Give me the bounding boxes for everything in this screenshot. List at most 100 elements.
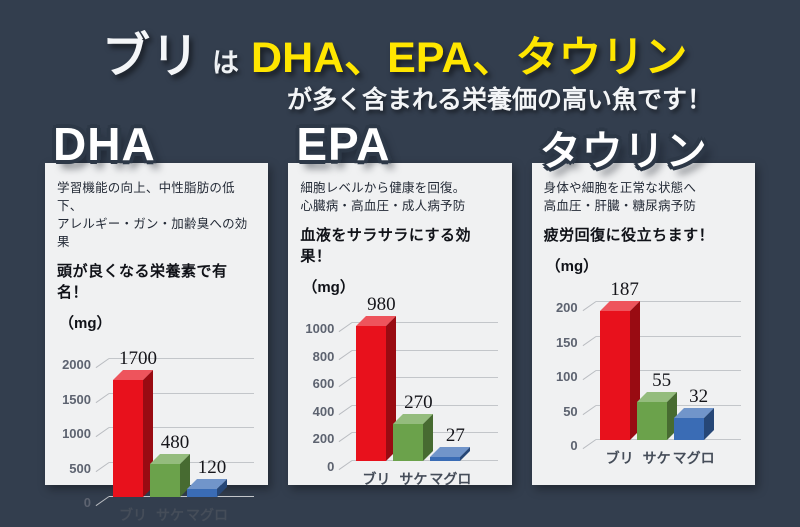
category-label: サケ xyxy=(156,507,184,523)
panel-taurine-tagline: 疲労回復に役立ちます！ xyxy=(543,227,715,244)
description-line: 心臓病・高血圧・成人病予防 xyxy=(300,199,466,213)
description-line: アレルギー・ガン・加齢臭への効果 xyxy=(57,217,248,249)
gridline xyxy=(595,370,741,371)
y-axis-label: 50 xyxy=(563,403,578,419)
value-label: 120 xyxy=(197,456,227,478)
panel-epa: EPA 細胞レベルから健康を回復。 心臓病・高血圧・成人病予防 血液をサラサラに… xyxy=(288,118,512,487)
title-nutrients: DHA、EPA、タウリン xyxy=(251,34,688,82)
category-label: ブリ xyxy=(605,450,634,466)
y-axis-label: 1500 xyxy=(62,391,91,407)
category-label: マグロ xyxy=(429,471,472,487)
gridline xyxy=(109,427,255,428)
y-axis-label: 500 xyxy=(69,460,91,476)
axis-tick xyxy=(338,322,353,333)
description-line: 細胞レベルから健康を回復。 xyxy=(300,181,466,195)
axis-tick xyxy=(338,404,353,415)
axis-tick xyxy=(338,349,353,360)
panel-taurine-heading: タウリン xyxy=(539,128,708,174)
value-label: 187 xyxy=(610,278,639,300)
axis-tick xyxy=(95,461,110,472)
axis-tick xyxy=(338,432,353,443)
y-axis-label: 1000 xyxy=(62,426,91,441)
value-label: 480 xyxy=(160,431,190,453)
panels-row: DHA 学習機能の向上、中性脂肪の低下、 アレルギー・ガン・加齢臭への効果 頭が… xyxy=(45,118,755,523)
gridline xyxy=(109,392,255,394)
panel-taurine-description: 身体や細胞を正常な状態へ 高血圧・肝臓・糖尿病予防 xyxy=(544,179,743,215)
y-axis-label: 400 xyxy=(312,403,335,419)
value-label: 1700 xyxy=(119,347,157,369)
bar xyxy=(113,379,143,497)
panel-epa-heading: EPA xyxy=(296,118,391,170)
category-label: ブリ xyxy=(119,507,147,523)
bar xyxy=(150,463,180,497)
gridline xyxy=(352,404,498,406)
gridline xyxy=(595,335,741,337)
y-axis-label: 100 xyxy=(555,369,578,384)
panel-dha: DHA 学習機能の向上、中性脂肪の低下、 アレルギー・ガン・加齢臭への効果 頭が… xyxy=(45,118,269,523)
value-label: 980 xyxy=(367,293,396,315)
panel-taurine: タウリン 身体や細胞を正常な状態へ 高血圧・肝臓・糖尿病予防 疲労回復に役立ちま… xyxy=(531,128,755,485)
unit-label: （mg） xyxy=(545,258,599,275)
panel-epa-description: 細胞レベルから健康を回復。 心臓病・高血圧・成人病予防 xyxy=(300,179,499,215)
infographic-stage: ブリ は DHA、EPA、タウリン が多く含まれる栄養価の高い魚です！ DHA … xyxy=(0,0,800,496)
y-axis-label: 0 xyxy=(327,459,335,474)
bar xyxy=(356,325,387,461)
panel-dha-heading: DHA xyxy=(53,118,156,170)
axis-tick xyxy=(95,358,110,369)
axis-tick xyxy=(582,301,596,312)
description-line: 身体や細胞を正常な状態へ xyxy=(543,181,697,195)
y-axis-label: 200 xyxy=(555,300,578,315)
y-axis-label: 0 xyxy=(570,438,578,453)
unit-label: （mg） xyxy=(302,279,355,296)
panel-dha-tagline: 頭が良くなる栄養素で有名！ xyxy=(57,263,228,301)
title-subject: ブリ xyxy=(102,30,201,83)
axis-tick xyxy=(338,377,353,388)
taurine-bar-chart: 0 50 100 150 200 187 ブリ 55 サケ 32 マグロ xyxy=(544,276,743,470)
title-line-1: ブリ は DHA、EPA、タウリン xyxy=(102,16,687,86)
value-label: 32 xyxy=(689,385,709,407)
description-line: 高血圧・肝臓・糖尿病予防 xyxy=(543,199,697,213)
y-axis-label: 600 xyxy=(312,376,335,392)
category-label: マグロ xyxy=(672,450,715,466)
bar xyxy=(636,402,667,440)
title-subtitle: が多く含まれる栄養価の高い魚です！ xyxy=(287,87,713,114)
title-particle: は xyxy=(212,48,240,78)
y-axis-label: 150 xyxy=(555,334,578,350)
axis-tick xyxy=(582,404,596,415)
category-label: マグロ xyxy=(186,507,228,523)
y-axis-label: 0 xyxy=(83,495,91,510)
y-axis-label: 800 xyxy=(312,348,335,364)
description-line: 学習機能の向上、中性脂肪の低下、 xyxy=(57,181,235,213)
axis-tick xyxy=(95,496,110,507)
epa-bar-chart: 0 200 400 600 800 1000 980 ブリ 270 サケ 27 マグロ xyxy=(300,293,499,491)
value-label: 270 xyxy=(404,391,433,413)
axis-tick xyxy=(582,370,596,381)
category-label: サケ xyxy=(642,450,671,466)
panel-epa-tagline: 血液をサラサラにする効果！ xyxy=(300,227,471,265)
bar xyxy=(599,310,630,440)
gridline xyxy=(109,358,255,359)
bar xyxy=(393,423,424,461)
bar xyxy=(187,488,217,497)
category-label: サケ xyxy=(399,471,428,487)
axis-tick xyxy=(95,427,110,438)
bar xyxy=(430,457,461,461)
axis-tick xyxy=(582,335,596,346)
gridline xyxy=(352,460,498,461)
gridline xyxy=(352,377,498,379)
y-axis-label: 200 xyxy=(312,431,335,447)
gridline xyxy=(352,349,498,351)
gridline xyxy=(595,301,741,302)
value-label: 55 xyxy=(652,370,672,392)
dha-bar-chart: 0 500 1000 1500 2000 1700 ブリ 480 サケ 120 マグロ xyxy=(57,333,256,527)
unit-label: （mg） xyxy=(59,315,112,332)
gridline xyxy=(352,322,498,323)
axis-tick xyxy=(338,460,353,471)
category-label: ブリ xyxy=(362,471,391,487)
bar xyxy=(673,417,704,440)
axis-tick xyxy=(582,439,596,450)
y-axis-label: 2000 xyxy=(62,357,91,372)
y-axis-label: 1000 xyxy=(305,321,335,336)
value-label: 27 xyxy=(445,425,465,447)
gridline xyxy=(595,439,741,440)
